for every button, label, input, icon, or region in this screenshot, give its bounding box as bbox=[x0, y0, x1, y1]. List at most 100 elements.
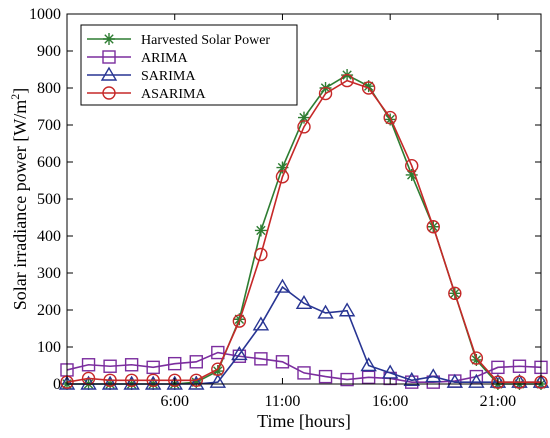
data-point bbox=[209, 373, 227, 388]
data-point bbox=[189, 355, 203, 369]
data-point bbox=[211, 362, 225, 376]
x-axis-label: Time [hours] bbox=[257, 411, 351, 431]
data-point bbox=[211, 365, 224, 378]
y-tick-label: 300 bbox=[37, 265, 61, 282]
data-point bbox=[231, 346, 248, 361]
y-tick-label: 400 bbox=[37, 228, 61, 245]
data-point bbox=[512, 359, 527, 373]
y-axis-label-main: Solar irradiance power [W/m bbox=[10, 100, 30, 310]
y-tick-label: 700 bbox=[37, 117, 61, 134]
plot-frame bbox=[66, 13, 542, 385]
series-line bbox=[66, 351, 542, 383]
data-point bbox=[146, 360, 160, 375]
series-line bbox=[66, 79, 541, 383]
data-point bbox=[275, 355, 290, 369]
data-point bbox=[124, 358, 139, 372]
data-point bbox=[362, 80, 375, 93]
data-point bbox=[511, 373, 528, 388]
x-tick-label: 11:00 bbox=[265, 393, 301, 410]
legend-label: ASARIMA bbox=[141, 87, 206, 102]
series-star bbox=[61, 69, 547, 390]
y-tick-label: 200 bbox=[37, 302, 61, 319]
data-point bbox=[383, 110, 397, 125]
data-point bbox=[123, 375, 140, 390]
y-axis-label-superscript: 2 bbox=[8, 94, 22, 100]
legend-label: ARIMA bbox=[141, 51, 189, 66]
data-point bbox=[448, 286, 462, 301]
data-point bbox=[166, 375, 183, 390]
y-tick-label: 900 bbox=[37, 43, 61, 60]
data-point bbox=[189, 373, 203, 387]
data-point bbox=[168, 356, 182, 371]
data-point bbox=[403, 371, 420, 386]
data-point bbox=[188, 375, 205, 390]
data-point bbox=[491, 375, 505, 389]
data-point bbox=[103, 373, 117, 387]
data-point bbox=[190, 376, 203, 389]
data-point bbox=[168, 373, 182, 387]
legend: Harvested Solar Power ARIMA SARIMA ASARIMA bbox=[80, 24, 298, 106]
series-lines bbox=[58, 69, 550, 390]
legend-marker bbox=[103, 33, 115, 45]
y-axis-label: Solar irradiance power [W/m2] bbox=[8, 88, 30, 310]
legend-entry: SARIMA bbox=[87, 66, 196, 84]
data-point bbox=[470, 353, 483, 366]
data-point bbox=[146, 373, 160, 387]
data-point bbox=[276, 161, 289, 174]
data-point bbox=[425, 368, 442, 383]
legend-entry: ARIMA bbox=[87, 50, 189, 66]
x-tick-label: 6:00 bbox=[161, 393, 189, 410]
series-circle bbox=[60, 73, 548, 389]
data-point bbox=[468, 373, 485, 388]
data-point bbox=[426, 220, 440, 234]
data-point bbox=[211, 345, 225, 360]
data-point bbox=[491, 360, 505, 375]
data-point bbox=[340, 73, 354, 88]
data-point bbox=[298, 111, 310, 124]
data-point bbox=[446, 373, 464, 388]
data-point bbox=[295, 294, 313, 310]
data-point bbox=[101, 375, 119, 390]
data-point bbox=[297, 366, 311, 380]
data-point bbox=[81, 358, 96, 372]
data-point bbox=[144, 375, 162, 390]
data-point bbox=[361, 370, 376, 385]
data-point bbox=[254, 224, 267, 237]
data-point bbox=[317, 304, 334, 319]
data-point bbox=[405, 158, 419, 173]
y-axis-label-suffix: ] bbox=[10, 88, 30, 94]
data-point bbox=[361, 81, 376, 95]
y-tick-label: 600 bbox=[37, 154, 61, 171]
legend-entry: Harvested Solar Power bbox=[87, 33, 270, 48]
y-tick-label: 500 bbox=[37, 191, 61, 208]
data-point bbox=[532, 373, 550, 388]
data-point bbox=[405, 168, 418, 181]
data-point bbox=[124, 373, 139, 387]
x-tick-label: 16:00 bbox=[372, 393, 408, 410]
data-point bbox=[340, 372, 354, 387]
y-tick-label: 100 bbox=[37, 339, 61, 356]
data-point bbox=[252, 316, 270, 331]
data-point bbox=[489, 373, 507, 388]
data-point bbox=[297, 120, 311, 134]
legend-marker bbox=[100, 66, 118, 81]
data-point bbox=[381, 364, 399, 379]
data-point bbox=[103, 359, 117, 373]
data-point bbox=[58, 375, 76, 390]
data-point bbox=[338, 302, 356, 317]
legend-label: SARIMA bbox=[141, 69, 196, 84]
data-point bbox=[360, 357, 377, 372]
data-point bbox=[254, 352, 268, 366]
legend-entry: ASARIMA bbox=[87, 86, 206, 102]
legend-marker bbox=[102, 86, 116, 100]
data-point bbox=[232, 314, 247, 328]
data-point bbox=[405, 375, 419, 389]
legend-marker bbox=[102, 50, 116, 64]
y-tick-label: 0 bbox=[53, 376, 61, 393]
data-point bbox=[469, 351, 484, 365]
data-point bbox=[274, 278, 291, 293]
data-point bbox=[232, 349, 247, 363]
data-point bbox=[275, 170, 290, 184]
legend-label: Harvested Solar Power bbox=[141, 33, 270, 48]
